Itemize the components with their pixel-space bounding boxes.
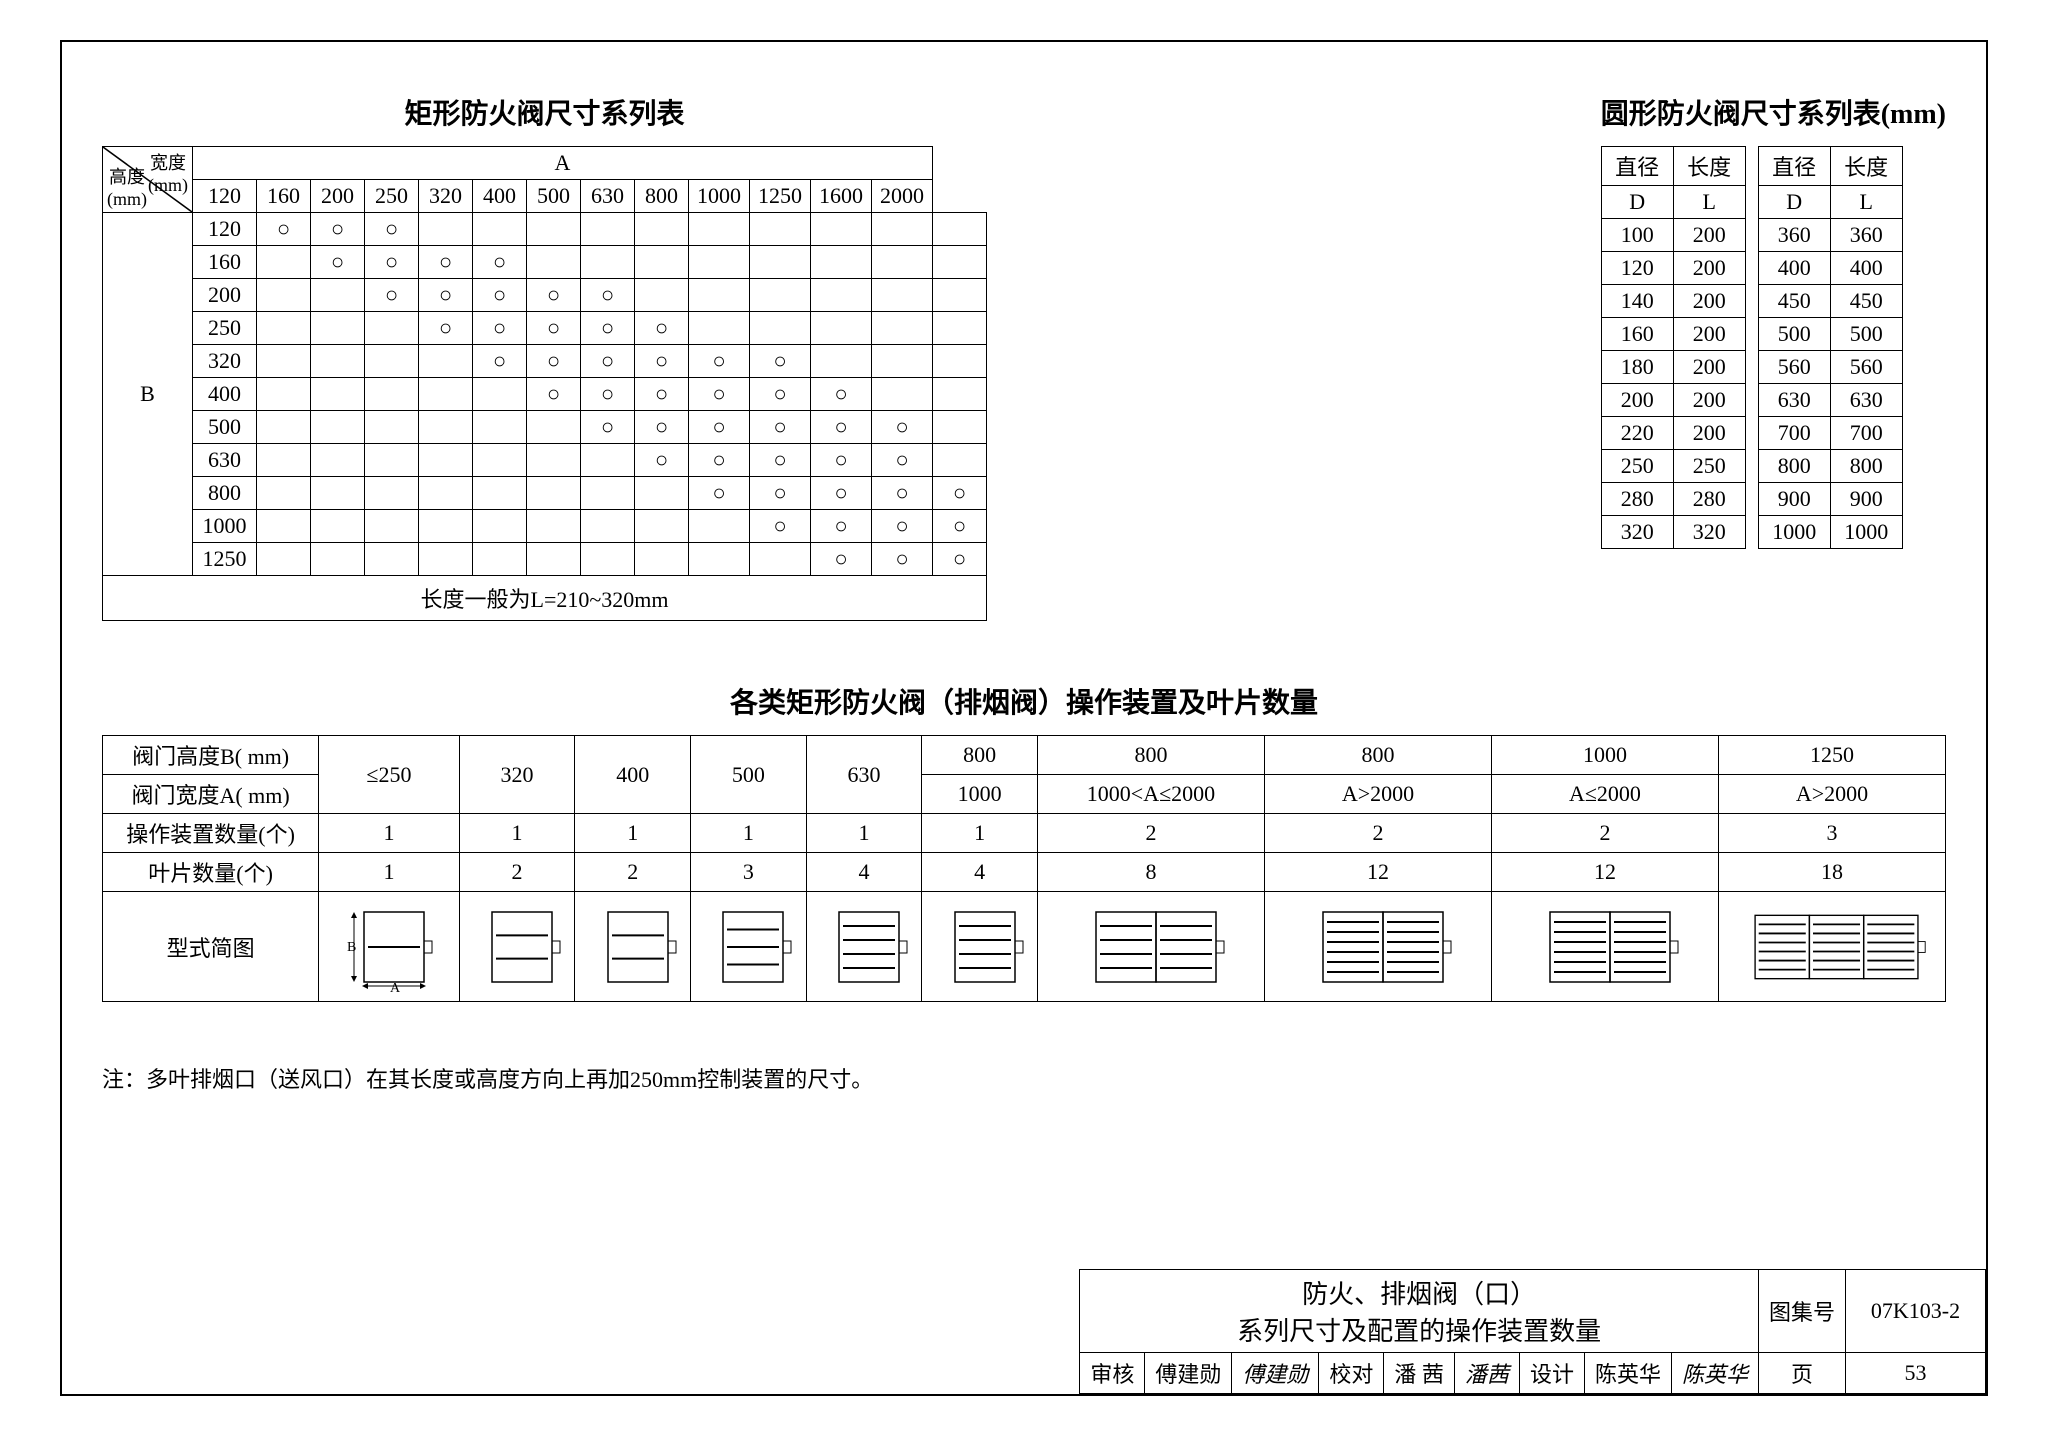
svg-text:B: B bbox=[347, 940, 356, 955]
page-label: 页 bbox=[1758, 1353, 1845, 1394]
review-name: 傅建勋 bbox=[1145, 1353, 1232, 1394]
round-table-right: 直径长度DL3603604004004504505005005605606306… bbox=[1758, 146, 1903, 549]
mid-table-title: 各类矩形防火阀（排烟阀）操作装置及叶片数量 bbox=[102, 681, 1946, 721]
review-label: 审核 bbox=[1080, 1353, 1145, 1394]
design-label: 设计 bbox=[1519, 1353, 1584, 1394]
rect-table-title: 矩形防火阀尺寸系列表 bbox=[102, 92, 987, 132]
check-name: 潘 茜 bbox=[1384, 1353, 1455, 1394]
round-table-left: 直径长度DL1002001202001402001602001802002002… bbox=[1601, 146, 1746, 549]
mid-table-block: 各类矩形防火阀（排烟阀）操作装置及叶片数量 阀门高度B( mm)≤2503204… bbox=[102, 681, 1946, 1002]
check-label: 校对 bbox=[1319, 1353, 1384, 1394]
review-sig: 傅建勋 bbox=[1232, 1353, 1319, 1394]
rect-table-block: 矩形防火阀尺寸系列表 宽度(mm)高度(mm)A1201602002503204… bbox=[102, 92, 987, 621]
mid-table: 阀门高度B( mm)≤25032040050063080080080010001… bbox=[102, 735, 1946, 1002]
round-table-title: 圆形防火阀尺寸系列表(mm) bbox=[1601, 92, 1946, 132]
round-table-block: 圆形防火阀尺寸系列表(mm) 直径长度DL1002001202001402001… bbox=[1601, 92, 1946, 621]
footnote: 注：多叶排烟口（送风口）在其长度或高度方向上再加250mm控制装置的尺寸。 bbox=[102, 1062, 1946, 1094]
title-block: 防火、排烟阀（口） 系列尺寸及配置的操作装置数量 图集号 07K103-2 审核… bbox=[1079, 1269, 1986, 1394]
title-main1: 防火、排烟阀（口） bbox=[1302, 1280, 1536, 1309]
design-name: 陈英华 bbox=[1584, 1353, 1671, 1394]
check-sig: 潘茜 bbox=[1454, 1353, 1519, 1394]
design-sig: 陈英华 bbox=[1671, 1353, 1758, 1394]
tuji-no: 07K103-2 bbox=[1846, 1270, 1986, 1353]
rect-table: 宽度(mm)高度(mm)A120160200250320400500630800… bbox=[102, 146, 987, 621]
tuji-label: 图集号 bbox=[1758, 1270, 1845, 1353]
page-no: 53 bbox=[1846, 1353, 1986, 1394]
title-main2: 系列尺寸及配置的操作装置数量 bbox=[1237, 1317, 1601, 1346]
